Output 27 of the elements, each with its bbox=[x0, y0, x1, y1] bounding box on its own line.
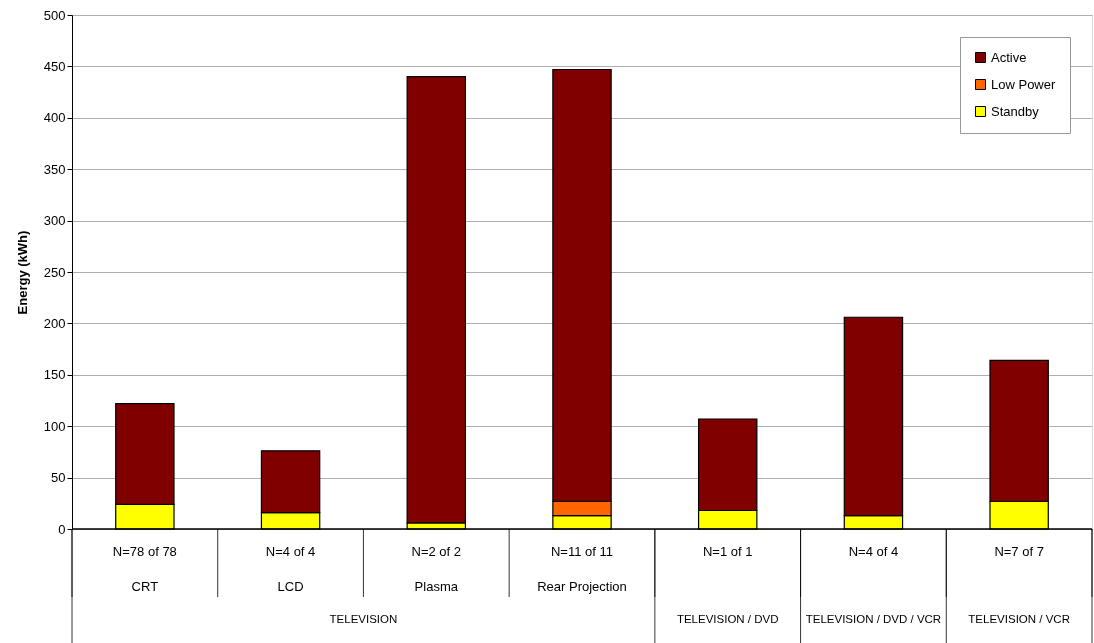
bar bbox=[406, 76, 467, 524]
category-label: N=4 of 4 LCD bbox=[265, 543, 316, 594]
y-tick-label: 450 bbox=[43, 58, 66, 74]
text: TELEVISION / VCR bbox=[968, 613, 1070, 625]
legend-label: Standby bbox=[991, 103, 1040, 119]
x-tick-label: N=1 of 1 bbox=[702, 543, 753, 559]
y-axis-title: Energy (kWh) bbox=[14, 230, 30, 315]
y-tick-label: 50 bbox=[51, 470, 66, 486]
y-tick-label: 500 bbox=[43, 7, 66, 23]
category-label: N=78 of 78 CRT bbox=[112, 543, 177, 594]
x-tick-label: N=7 of 7 bbox=[994, 543, 1044, 559]
text: TELEVISION bbox=[329, 613, 398, 625]
legend-label: Low Power bbox=[991, 76, 1056, 92]
y-tick-label: 300 bbox=[43, 213, 66, 229]
y-tick-label: 150 bbox=[43, 367, 66, 383]
y-tick-label: 350 bbox=[43, 161, 66, 177]
category-label: N=2 of 2 Plasma bbox=[411, 543, 462, 594]
text: TELEVISION / DVD bbox=[676, 613, 779, 625]
x-tick-label: N=4 of 4 bbox=[848, 543, 899, 559]
text: TELEVISION / DVD / VCR bbox=[805, 613, 942, 625]
y-tick-label: 400 bbox=[43, 110, 66, 126]
y-tick-label: 0 bbox=[58, 521, 66, 537]
y-tick-label: 100 bbox=[43, 418, 66, 434]
legend-label: Active bbox=[991, 49, 1027, 65]
y-tick-label: 250 bbox=[43, 264, 66, 280]
category-label: N=11 of 11 Rear Projection bbox=[537, 543, 627, 594]
y-tick-label: 200 bbox=[43, 315, 66, 331]
